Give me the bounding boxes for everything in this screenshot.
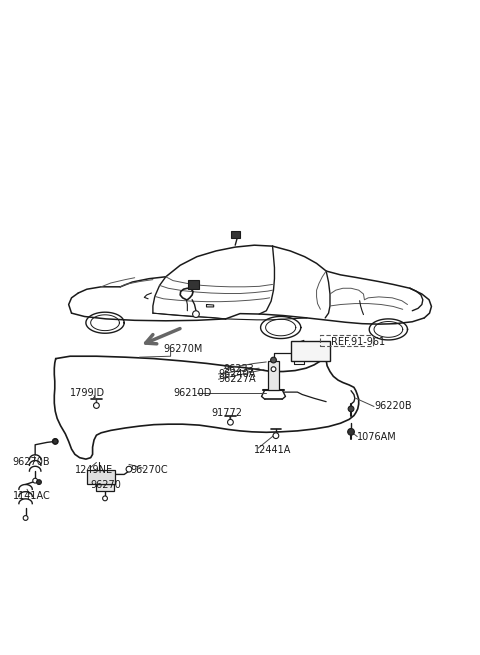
Circle shape	[348, 428, 354, 435]
Circle shape	[126, 466, 132, 472]
Circle shape	[23, 515, 28, 520]
FancyBboxPatch shape	[87, 470, 115, 485]
Circle shape	[33, 478, 37, 483]
FancyBboxPatch shape	[268, 362, 279, 390]
Text: 1799JD: 1799JD	[70, 388, 105, 398]
FancyBboxPatch shape	[231, 231, 240, 238]
FancyBboxPatch shape	[96, 483, 114, 491]
Circle shape	[192, 310, 199, 318]
Circle shape	[228, 419, 233, 425]
Text: 96210D: 96210D	[173, 388, 211, 398]
Circle shape	[36, 479, 41, 485]
Text: 96233: 96233	[223, 364, 254, 373]
Text: 96227A: 96227A	[218, 374, 256, 384]
Circle shape	[103, 496, 108, 501]
Circle shape	[273, 433, 279, 439]
Text: 96270C: 96270C	[130, 464, 168, 475]
Text: 96220B: 96220B	[374, 402, 412, 411]
Circle shape	[348, 406, 354, 412]
Circle shape	[52, 439, 58, 444]
Text: 91772: 91772	[211, 407, 242, 418]
Circle shape	[271, 357, 276, 363]
Text: 1249NE: 1249NE	[75, 464, 113, 475]
Text: 12441A: 12441A	[254, 445, 292, 455]
Text: 96270M: 96270M	[163, 344, 203, 354]
Text: 1141AC: 1141AC	[12, 491, 50, 501]
FancyBboxPatch shape	[291, 341, 330, 360]
FancyBboxPatch shape	[188, 280, 199, 289]
FancyArrowPatch shape	[145, 329, 180, 344]
Text: 96240A: 96240A	[218, 369, 256, 379]
Text: REF.91-961: REF.91-961	[331, 337, 385, 347]
Text: 96270B: 96270B	[12, 457, 50, 468]
Circle shape	[53, 439, 58, 444]
Circle shape	[271, 367, 276, 371]
Text: 96270: 96270	[91, 480, 121, 491]
Circle shape	[94, 403, 99, 408]
Text: 1076AM: 1076AM	[357, 432, 397, 441]
